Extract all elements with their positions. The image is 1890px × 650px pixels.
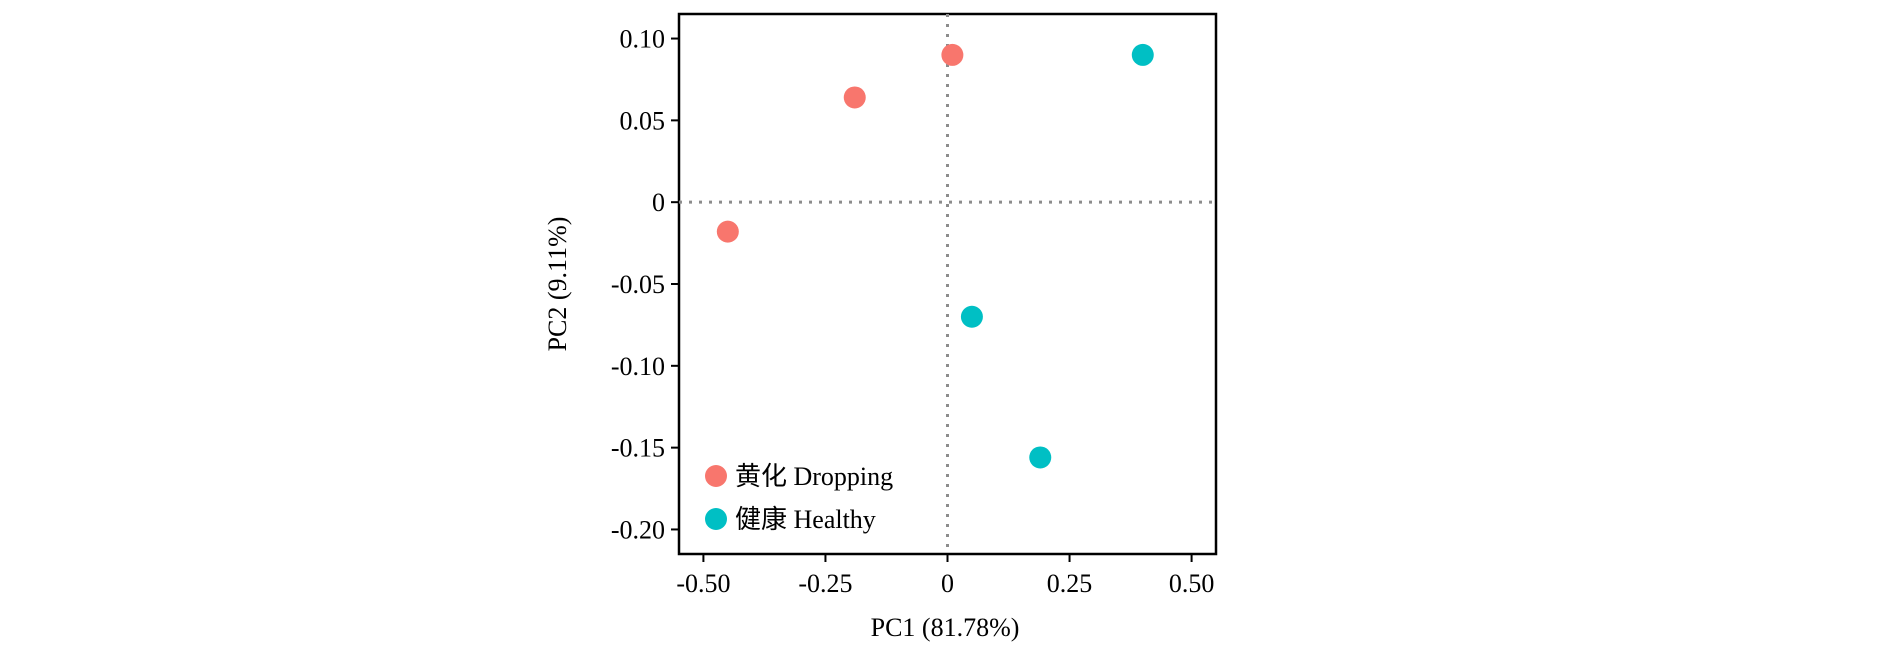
legend-label: 健康 Healthy	[735, 505, 876, 534]
data-point	[1131, 43, 1154, 66]
legend-marker	[705, 508, 727, 530]
x-axis: -0.50 -0.25 0 0.25 0.50	[676, 554, 1214, 598]
y-axis: 0.10 0.05 0 -0.05 -0.10 -0.15 -0.20	[611, 25, 679, 544]
y-tick-label: -0.05	[611, 270, 665, 299]
y-tick-label: -0.20	[611, 515, 665, 544]
x-tick-label: 0.50	[1169, 569, 1215, 598]
legend-label: 黄化 Dropping	[735, 462, 893, 491]
y-axis-title: PC2 (9.11%)	[543, 217, 572, 352]
data-point	[843, 86, 866, 109]
x-axis-title: PC1 (81.78%)	[871, 613, 1020, 642]
data-points	[716, 43, 1154, 469]
x-tick-label: -0.25	[798, 569, 852, 598]
x-tick-label: -0.50	[676, 569, 730, 598]
y-tick-label: 0.05	[620, 106, 666, 135]
y-tick-label: 0.10	[620, 25, 666, 54]
data-point	[716, 220, 739, 243]
legend-marker	[705, 465, 727, 487]
x-tick-label: 0	[941, 569, 954, 598]
data-point	[1029, 446, 1052, 469]
data-point	[941, 43, 964, 66]
y-tick-label: -0.10	[611, 352, 665, 381]
y-tick-label: 0	[652, 188, 665, 217]
reference-lines	[679, 14, 1216, 554]
data-point	[960, 305, 983, 328]
legend: 黄化 Dropping 健康 Healthy	[705, 462, 893, 534]
x-tick-label: 0.25	[1047, 569, 1093, 598]
y-tick-label: -0.15	[611, 434, 665, 463]
